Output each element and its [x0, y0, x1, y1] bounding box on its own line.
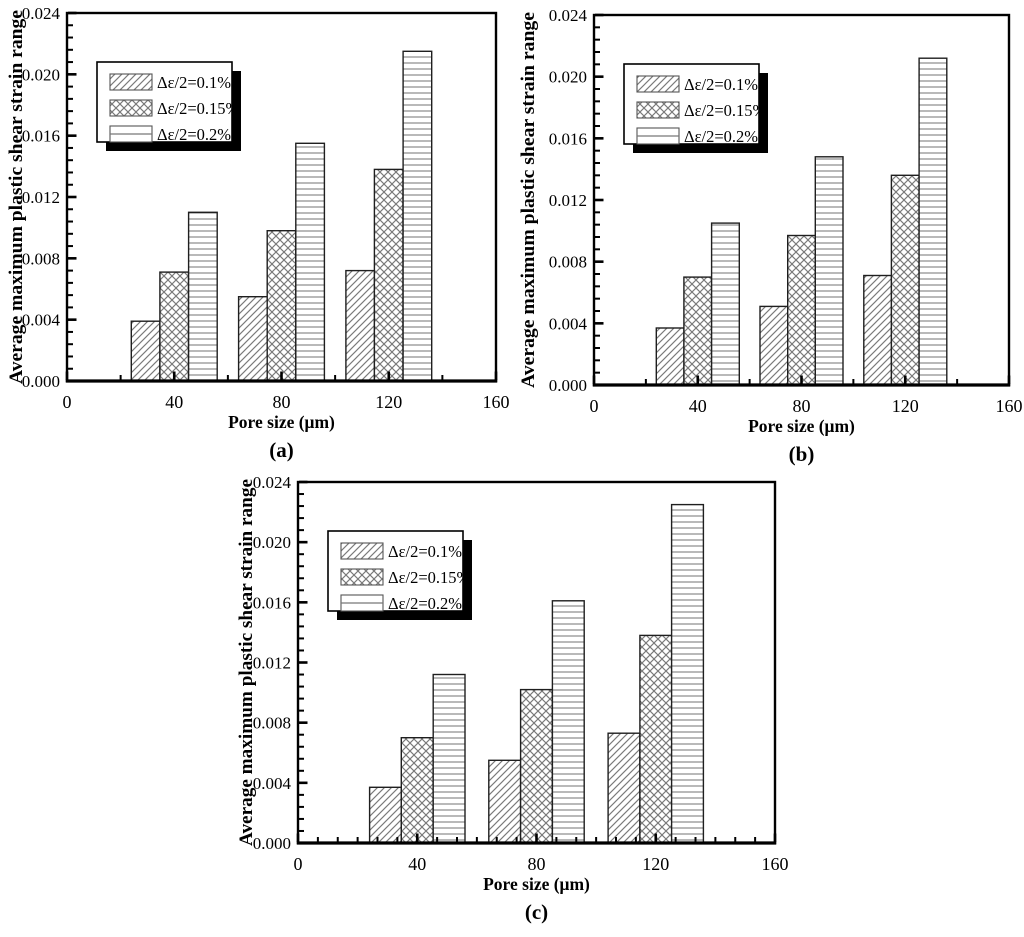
- y-tick-label: 0.004: [253, 774, 292, 793]
- x-axis-title: Pore size (μm): [483, 874, 590, 894]
- x-tick-label: 80: [273, 392, 291, 412]
- bar-s1-x40: [368, 786, 403, 844]
- y-tick-label: 0.012: [253, 654, 291, 673]
- y-tick-label: 0.016: [253, 593, 291, 612]
- x-tick-label: 40: [165, 392, 183, 412]
- bar-s3-x40: [432, 673, 466, 844]
- legend-label: Δε/2=0.15%: [388, 568, 471, 587]
- bar-s3-x120: [670, 503, 705, 844]
- bar-s2-x80: [266, 229, 297, 382]
- bar-s3-x120: [918, 57, 948, 386]
- bar-s2-x120: [639, 634, 673, 844]
- y-tick-label: 0.008: [549, 253, 587, 272]
- x-axis-title: Pore size (μm): [748, 416, 855, 436]
- bar-s3-x40: [187, 211, 218, 382]
- y-tick-label: 0.008: [253, 714, 291, 733]
- x-tick-label: 160: [762, 854, 789, 874]
- legend-swatch-diagonal: [109, 73, 153, 91]
- x-axis-title: Pore size (μm): [228, 412, 335, 432]
- y-tick-label: 0.000: [253, 834, 291, 853]
- bar-s2-x80: [519, 688, 554, 844]
- y-axis-title: Average maximum plastic shear strain ran…: [236, 479, 257, 846]
- y-tick-label: 0.016: [549, 129, 587, 148]
- bar-s2-x40: [159, 271, 190, 382]
- x-tick-label: 120: [375, 392, 402, 412]
- x-tick-label: 120: [892, 396, 919, 416]
- bar-s3-x80: [295, 142, 326, 382]
- legend-label: Δε/2=0.15%: [157, 99, 240, 118]
- bar-s2-x40: [683, 276, 713, 386]
- y-tick-label: 0.020: [253, 533, 291, 552]
- x-tick-label: 0: [63, 392, 72, 412]
- bar-s1-x80: [759, 305, 789, 386]
- bar-s2-x120: [373, 168, 404, 382]
- chart-panel-b: 0.000 0.004 0.008 0.012 0.016 0.020 0.024 0 40 80…: [518, 6, 1023, 466]
- y-tick-label: 0.024: [22, 4, 61, 23]
- bar-s3-x120: [402, 50, 433, 382]
- bar-s3-x40: [710, 222, 741, 386]
- x-tick-label: 120: [642, 854, 669, 874]
- y-axis-title: Average maximum plastic shear strain ran…: [6, 10, 27, 384]
- x-tick-label: 40: [408, 854, 426, 874]
- y-tick-label: 0.012: [22, 188, 60, 207]
- bar-s1-x80: [237, 296, 268, 382]
- x-tick-label: 0: [590, 396, 599, 416]
- y-tick-label: 0.024: [549, 6, 588, 25]
- legend-label: Δε/2=0.1%: [157, 73, 231, 92]
- legend-swatch-crosshatch: [636, 101, 680, 119]
- y-tick-label: 0.020: [549, 68, 587, 87]
- legend-label: Δε/2=0.1%: [684, 75, 758, 94]
- y-tick-label: 0.004: [22, 311, 61, 330]
- x-tick-label: 80: [528, 854, 546, 874]
- bar-s2-x120: [890, 174, 920, 386]
- bar-s3-x80: [814, 156, 844, 386]
- x-tick-label: 80: [793, 396, 811, 416]
- y-tick-label: 0.016: [22, 127, 60, 146]
- legend-label: Δε/2=0.2%: [388, 594, 462, 613]
- legend-label: Δε/2=0.2%: [157, 125, 231, 144]
- panel-label-b: (b): [789, 442, 815, 466]
- legend-swatch-diagonal: [636, 75, 680, 93]
- bar-s1-x120: [345, 269, 376, 382]
- bar-s1-x80: [488, 759, 522, 844]
- y-tick-label: 0.012: [549, 191, 587, 210]
- x-tick-label: 40: [689, 396, 707, 416]
- bar-s3-x80: [551, 600, 585, 844]
- bar-s1-x120: [607, 732, 641, 844]
- x-tick-label: 160: [996, 396, 1023, 416]
- bar-s1-x120: [863, 274, 893, 386]
- legend-swatch-crosshatch: [340, 568, 384, 586]
- legend-label: Δε/2=0.15%: [684, 101, 767, 120]
- panel-label-c: (c): [525, 900, 548, 924]
- bar-s2-x40: [400, 737, 434, 844]
- y-axis-title: Average maximum plastic shear strain ran…: [518, 12, 539, 388]
- x-tick-label: 160: [483, 392, 510, 412]
- bar-s1-x40: [130, 320, 161, 382]
- y-tick-label: 0.000: [22, 372, 60, 391]
- legend-label: Δε/2=0.2%: [684, 127, 758, 146]
- y-tick-label: 0.008: [22, 249, 60, 268]
- y-tick-label: 0.000: [549, 376, 587, 395]
- legend-label: Δε/2=0.1%: [388, 542, 462, 561]
- chart-panel-a: 0.000 0.004 0.008 0.012 0.016 0.020 0.024 0 40 80…: [6, 4, 510, 462]
- legend-swatch-crosshatch: [109, 99, 153, 117]
- y-tick-label: 0.020: [22, 65, 60, 84]
- chart-panel-c: 0.000 0.004 0.008 0.012 0.016 0.020 0.024 0 40 80…: [236, 473, 789, 924]
- bar-s1-x40: [655, 327, 685, 386]
- legend-swatch-diagonal: [340, 542, 384, 560]
- bar-s2-x80: [787, 234, 817, 386]
- x-tick-label: 0: [294, 854, 303, 874]
- y-tick-label: 0.024: [253, 473, 292, 492]
- y-tick-label: 0.004: [549, 314, 588, 333]
- panel-label-a: (a): [269, 438, 294, 462]
